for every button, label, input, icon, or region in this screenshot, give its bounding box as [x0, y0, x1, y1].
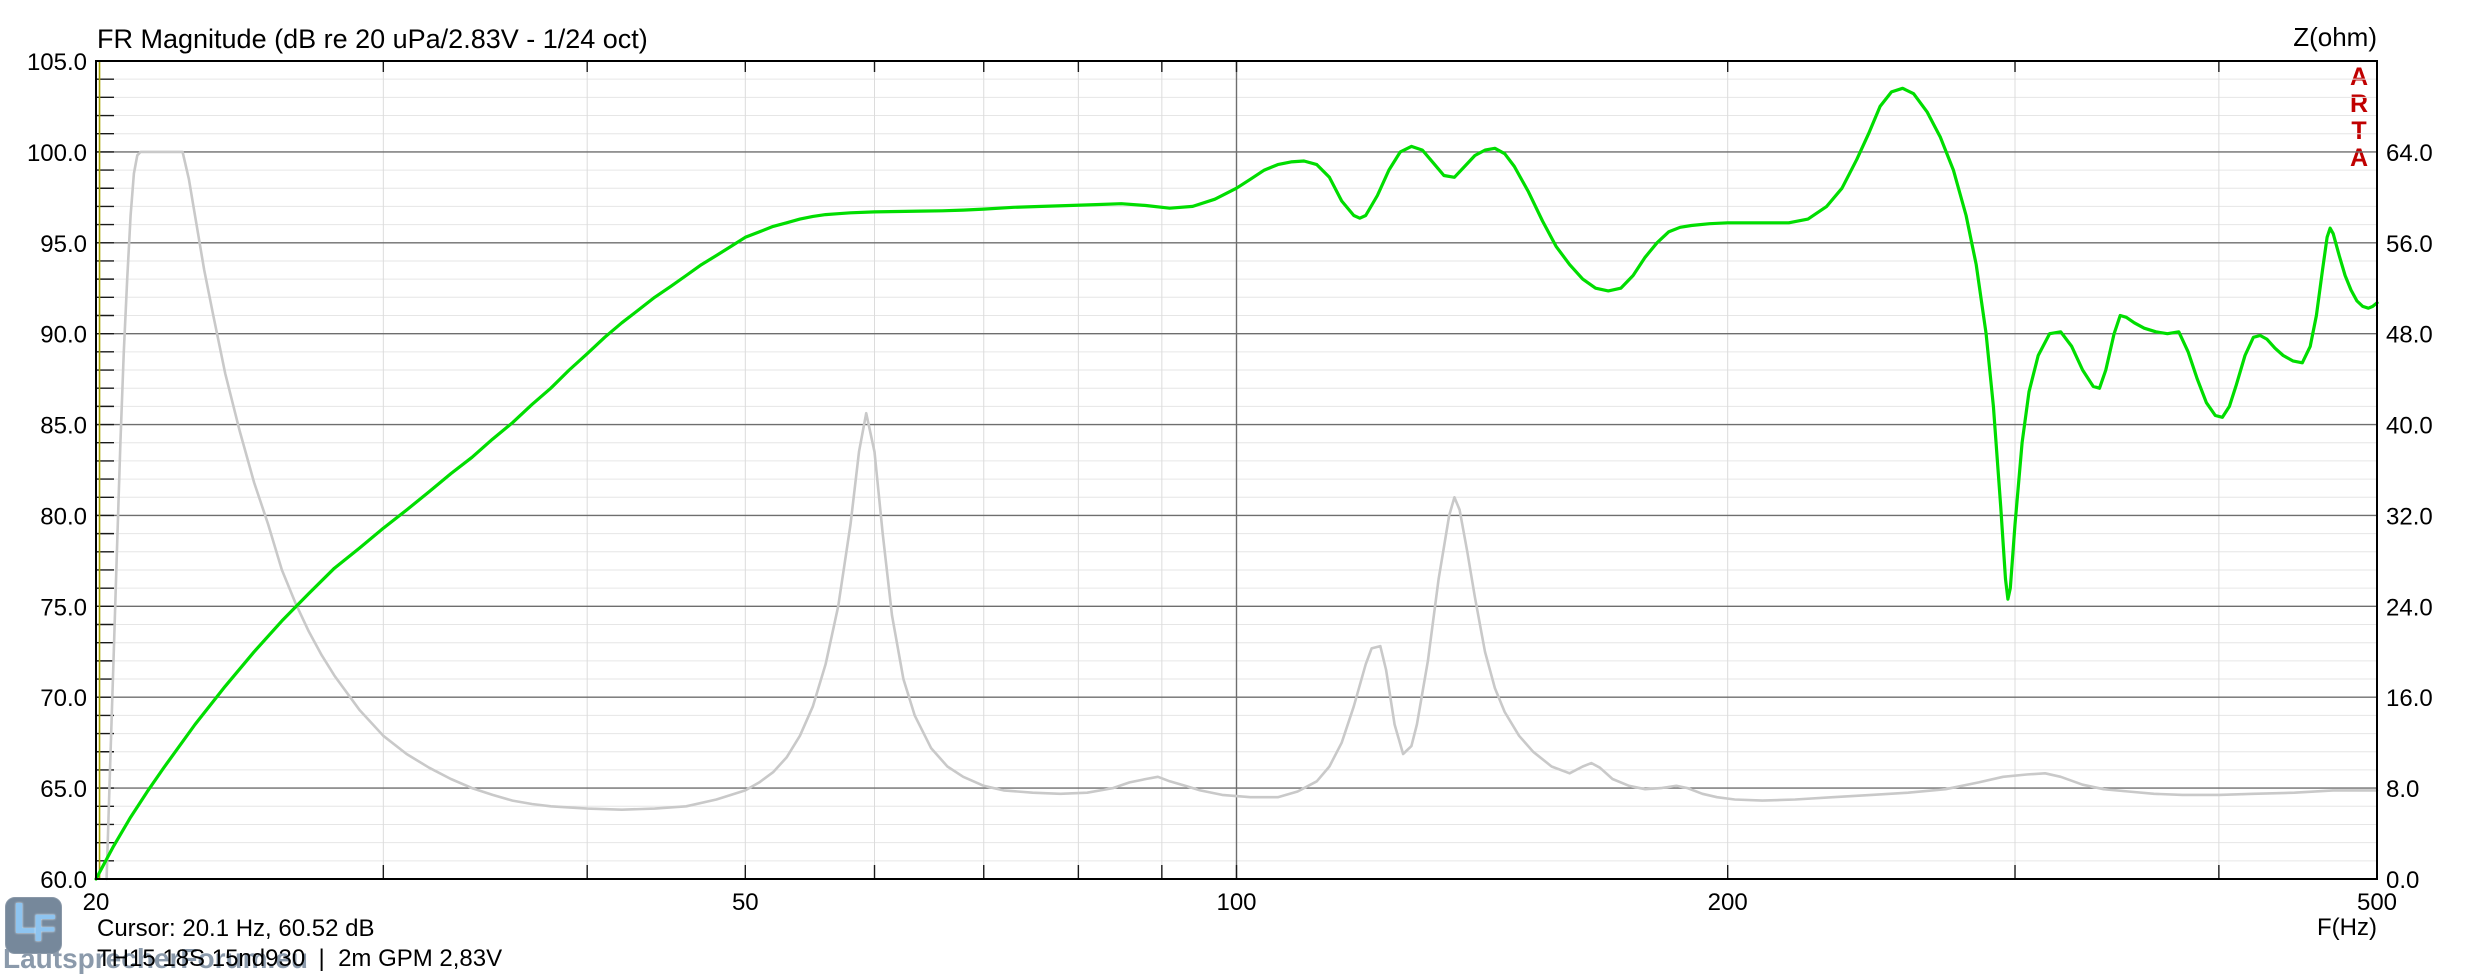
x-tick-label: 200 — [1708, 889, 1748, 916]
y-right-tick-label: 40.0 — [2386, 413, 2433, 440]
x-tick-label: 20 — [83, 889, 110, 916]
y-left-tick-label: 105.0 — [27, 49, 87, 76]
x-tick-label: 500 — [2357, 889, 2397, 916]
logo-letter-l: L — [13, 894, 40, 943]
logo-letter-f: F — [33, 908, 57, 950]
y-left-tick-label: 65.0 — [40, 776, 87, 803]
f-axis-title: F(Hz) — [2317, 914, 2377, 941]
chart-title: FR Magnitude (dB re 20 uPa/2.83V - 1/24 … — [97, 24, 648, 54]
x-tick-label: 50 — [732, 889, 759, 916]
y-left-tick-label: 100.0 — [27, 140, 87, 167]
arta-letter: A — [2349, 63, 2369, 91]
plot-border — [95, 60, 2378, 880]
impedance-curve — [105, 150, 2379, 881]
x-tick-label: 100 — [1216, 889, 1256, 916]
cursor-readout: Cursor: 20.1 Hz, 60.52 dB — [97, 915, 375, 942]
y-right-tick-label: 32.0 — [2386, 503, 2433, 530]
y-left-tick-label: 85.0 — [40, 413, 87, 440]
y-left-tick-label: 70.0 — [40, 685, 87, 712]
y-right-tick-label: 16.0 — [2386, 685, 2433, 712]
fr-magnitude-curve — [94, 86, 2379, 881]
y-right-tick-label: 8.0 — [2386, 776, 2419, 803]
y-right-tick-label: 64.0 — [2386, 140, 2433, 167]
y-right-tick-label: 48.0 — [2386, 322, 2433, 349]
z-axis-title: Z(ohm) — [2293, 22, 2377, 52]
y-left-tick-label: 80.0 — [40, 503, 87, 530]
y-left-tick-label: 90.0 — [40, 322, 87, 349]
y-left-tick-label: 75.0 — [40, 594, 87, 621]
measurement-info-label: TH15 18S 15nd930 | 2m GPM 2,83V — [97, 945, 503, 972]
arta-letter: T — [2351, 117, 2367, 145]
y-right-tick-label: 0.0 — [2386, 867, 2419, 894]
y-right-tick-label: 56.0 — [2386, 231, 2433, 258]
lautsprecherforum-logo: L F — [5, 894, 62, 954]
y-left-tick-label: 95.0 — [40, 231, 87, 258]
y-left-tick-label: 60.0 — [40, 867, 87, 894]
y-right-tick-label: 24.0 — [2386, 594, 2433, 621]
